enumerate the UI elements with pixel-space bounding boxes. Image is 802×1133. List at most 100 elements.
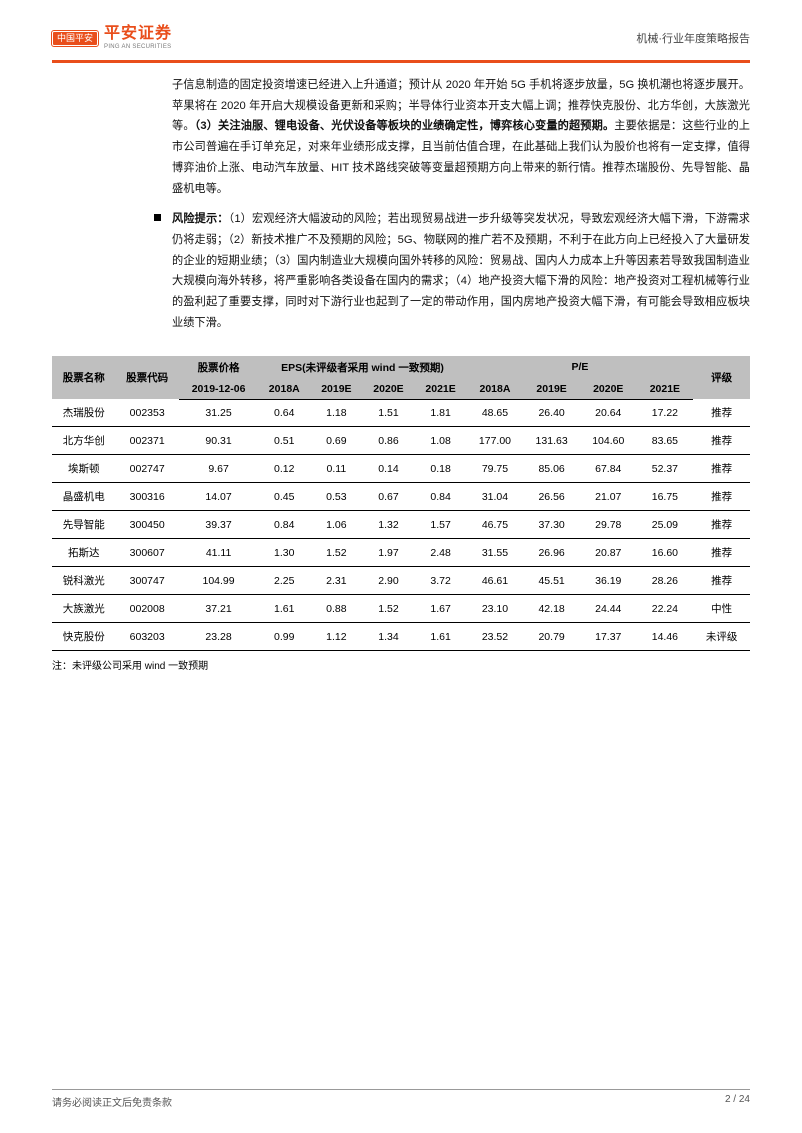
cell-p3: 104.60: [580, 427, 637, 455]
cell-rating: 推荐: [693, 511, 750, 539]
cell-p2: 37.30: [523, 511, 580, 539]
cell-p4: 25.09: [637, 511, 694, 539]
cell-e1: 0.84: [258, 511, 310, 539]
cell-p2: 26.40: [523, 399, 580, 427]
cell-code: 002008: [115, 595, 178, 623]
cell-e3: 1.51: [362, 399, 414, 427]
cell-p4: 28.26: [637, 567, 694, 595]
table-row: 拓斯达30060741.111.301.521.972.4831.5526.96…: [52, 539, 750, 567]
paragraph-2: 风险提示：（1）宏观经济大幅波动的风险；若出现贸易战进一步升级等突发状况，导致宏…: [172, 209, 750, 333]
cell-rating: 推荐: [693, 539, 750, 567]
th-eps-y1: 2018A: [258, 379, 310, 400]
table-row: 北方华创00237190.310.510.690.861.08177.00131…: [52, 427, 750, 455]
cell-price: 39.37: [179, 511, 258, 539]
th-pe-y1: 2018A: [467, 379, 524, 400]
cell-e2: 1.06: [310, 511, 362, 539]
cell-rating: 推荐: [693, 427, 750, 455]
cell-e4: 3.72: [415, 567, 467, 595]
logo-cn: 平安证券: [104, 26, 172, 42]
th-name: 股票名称: [52, 356, 115, 400]
cell-e3: 1.34: [362, 623, 414, 651]
cell-e3: 0.86: [362, 427, 414, 455]
th-rating: 评级: [693, 356, 750, 400]
th-code: 股票代码: [115, 356, 178, 400]
cell-code: 300747: [115, 567, 178, 595]
cell-p1: 23.52: [467, 623, 524, 651]
th-pe-y3: 2020E: [580, 379, 637, 400]
cell-name: 晶盛机电: [52, 483, 115, 511]
table-row: 快克股份60320323.280.991.121.341.6123.5220.7…: [52, 623, 750, 651]
cell-p2: 85.06: [523, 455, 580, 483]
cell-p2: 42.18: [523, 595, 580, 623]
cell-e4: 1.57: [415, 511, 467, 539]
cell-rating: 推荐: [693, 399, 750, 427]
page-header: 中国平安 平安证券 PING AN SECURITIES 机械·行业年度策略报告: [0, 0, 802, 56]
cell-rating: 推荐: [693, 483, 750, 511]
cell-name: 拓斯达: [52, 539, 115, 567]
cell-p1: 31.04: [467, 483, 524, 511]
cell-p3: 67.84: [580, 455, 637, 483]
cell-price: 104.99: [179, 567, 258, 595]
cell-e4: 0.84: [415, 483, 467, 511]
cell-e3: 0.67: [362, 483, 414, 511]
cell-e4: 0.18: [415, 455, 467, 483]
paragraph-1: 子信息制造的固定投资增速已经进入上升通道；预计从 2020 年开始 5G 手机将…: [172, 75, 750, 199]
cell-e2: 2.31: [310, 567, 362, 595]
th-pe-y2: 2019E: [523, 379, 580, 400]
cell-p3: 21.07: [580, 483, 637, 511]
cell-p3: 17.37: [580, 623, 637, 651]
cell-p4: 16.75: [637, 483, 694, 511]
cell-e4: 1.08: [415, 427, 467, 455]
cell-e1: 1.61: [258, 595, 310, 623]
cell-e4: 1.67: [415, 595, 467, 623]
cell-price: 14.07: [179, 483, 258, 511]
cell-code: 300450: [115, 511, 178, 539]
cell-name: 先导智能: [52, 511, 115, 539]
cell-p1: 46.61: [467, 567, 524, 595]
cell-rating: 推荐: [693, 455, 750, 483]
cell-price: 9.67: [179, 455, 258, 483]
cell-e2: 0.69: [310, 427, 362, 455]
cell-e2: 0.53: [310, 483, 362, 511]
cell-p4: 14.46: [637, 623, 694, 651]
cell-p1: 177.00: [467, 427, 524, 455]
cell-p3: 24.44: [580, 595, 637, 623]
cell-code: 002747: [115, 455, 178, 483]
cell-name: 杰瑞股份: [52, 399, 115, 427]
cell-rating: 未评级: [693, 623, 750, 651]
th-eps-y3: 2020E: [362, 379, 414, 400]
table-row: 锐科激光300747104.992.252.312.903.7246.6145.…: [52, 567, 750, 595]
footer-disclaimer: 请务必阅读正文后免责条款: [52, 1094, 172, 1109]
cell-p1: 23.10: [467, 595, 524, 623]
cell-e2: 1.52: [310, 539, 362, 567]
cell-e3: 0.14: [362, 455, 414, 483]
cell-p1: 79.75: [467, 455, 524, 483]
cell-e4: 2.48: [415, 539, 467, 567]
table-row: 先导智能30045039.370.841.061.321.5746.7537.3…: [52, 511, 750, 539]
cell-p2: 131.63: [523, 427, 580, 455]
cell-e1: 1.30: [258, 539, 310, 567]
table-row: 埃斯顿0027479.670.120.110.140.1879.7585.066…: [52, 455, 750, 483]
cell-e1: 0.99: [258, 623, 310, 651]
th-pe: P/E: [467, 356, 694, 379]
cell-name: 快克股份: [52, 623, 115, 651]
cell-p4: 16.60: [637, 539, 694, 567]
cell-e3: 1.97: [362, 539, 414, 567]
cell-p2: 45.51: [523, 567, 580, 595]
table-header-group: 股票名称 股票代码 股票价格 EPS(未评级者采用 wind 一致预期) P/E…: [52, 356, 750, 379]
th-price-date: 2019-12-06: [179, 379, 258, 400]
risk-body: （1）宏观经济大幅波动的风险；若出现贸易战进一步升级等突发状况，导致宏观经济大幅…: [172, 213, 750, 329]
th-price: 股票价格: [179, 356, 258, 379]
bullet-icon: [154, 214, 161, 221]
cell-e3: 1.52: [362, 595, 414, 623]
logo-en: PING AN SECURITIES: [104, 44, 172, 50]
cell-code: 603203: [115, 623, 178, 651]
cell-e1: 0.51: [258, 427, 310, 455]
table-note: 注：未评级公司采用 wind 一致预期: [52, 657, 750, 672]
cell-e3: 1.32: [362, 511, 414, 539]
cell-p1: 46.75: [467, 511, 524, 539]
cell-price: 90.31: [179, 427, 258, 455]
cell-e2: 1.18: [310, 399, 362, 427]
cell-p4: 17.22: [637, 399, 694, 427]
para1-bold: （3）关注油服、锂电设备、光伏设备等板块的业绩确定性，博弈核心变量的超预期。: [195, 120, 615, 132]
